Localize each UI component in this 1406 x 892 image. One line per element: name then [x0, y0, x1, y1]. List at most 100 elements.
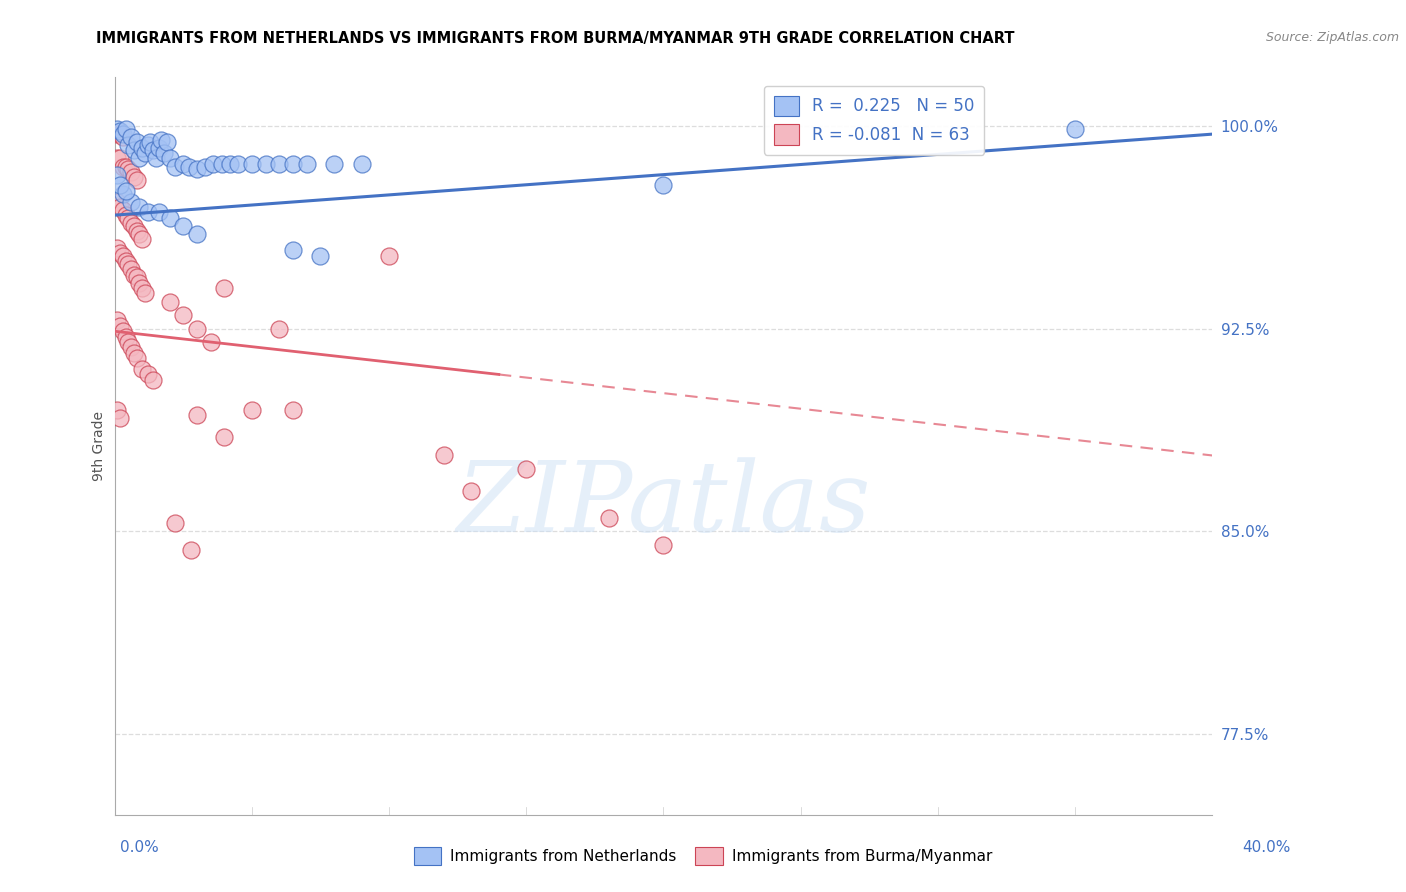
Point [111, 202, 134, 217]
Point [202, 157, 225, 171]
Point [117, 257, 139, 271]
Point [515, 462, 537, 476]
Point [128, 276, 150, 290]
Point [159, 211, 181, 225]
Point [156, 135, 179, 149]
Point [142, 144, 165, 158]
Point [107, 241, 129, 255]
Point [111, 249, 134, 263]
Point [128, 200, 150, 214]
Point [323, 157, 346, 171]
Point [194, 160, 217, 174]
Point [433, 449, 456, 463]
Point [128, 227, 150, 241]
Point [111, 127, 134, 141]
Point [114, 208, 136, 222]
Point [108, 318, 131, 333]
Point [214, 429, 236, 443]
Point [295, 157, 318, 171]
Point [131, 281, 153, 295]
Point [131, 362, 153, 376]
Point [114, 329, 136, 343]
Point [186, 162, 208, 177]
Point [134, 146, 156, 161]
Point [108, 246, 131, 260]
Legend: R =  0.225   N = 50, R = -0.081  N = 63: R = 0.225 N = 50, R = -0.081 N = 63 [763, 86, 984, 155]
Point [111, 160, 134, 174]
Point [153, 146, 176, 161]
Point [111, 129, 134, 144]
Point [117, 211, 139, 225]
Point [120, 341, 142, 355]
Point [114, 160, 136, 174]
Text: Source: ZipAtlas.com: Source: ZipAtlas.com [1265, 31, 1399, 45]
Point [111, 186, 134, 201]
Text: IMMIGRANTS FROM NETHERLANDS VS IMMIGRANTS FROM BURMA/MYANMAR 9TH GRADE CORRELATI: IMMIGRANTS FROM NETHERLANDS VS IMMIGRANT… [96, 31, 1014, 46]
Point [122, 219, 145, 233]
Point [107, 168, 129, 182]
Point [136, 137, 159, 152]
Point [117, 162, 139, 177]
Point [134, 286, 156, 301]
Point [122, 268, 145, 282]
Point [226, 157, 249, 171]
Point [211, 157, 233, 171]
Point [128, 152, 150, 166]
Point [108, 124, 131, 138]
Point [378, 249, 401, 263]
Text: ZIPatlas: ZIPatlas [456, 458, 870, 553]
Point [125, 135, 148, 149]
Legend: Immigrants from Netherlands, Immigrants from Burma/Myanmar: Immigrants from Netherlands, Immigrants … [408, 841, 998, 871]
Point [120, 262, 142, 277]
Point [200, 334, 222, 349]
Point [136, 368, 159, 382]
Point [163, 160, 186, 174]
Point [108, 152, 131, 166]
Point [122, 170, 145, 185]
Point [240, 402, 263, 417]
Point [186, 227, 208, 241]
Point [148, 205, 170, 219]
Point [240, 157, 263, 171]
Point [120, 165, 142, 179]
Point [107, 313, 129, 327]
Point [150, 132, 173, 146]
Point [254, 157, 277, 171]
Point [350, 157, 373, 171]
Point [107, 152, 129, 166]
Point [122, 346, 145, 360]
Point [172, 157, 194, 171]
Point [111, 324, 134, 338]
Point [281, 402, 304, 417]
Point [136, 205, 159, 219]
Point [460, 483, 482, 498]
Point [219, 157, 242, 171]
Point [131, 232, 153, 246]
Point [120, 129, 142, 144]
Point [108, 178, 131, 193]
Point [117, 137, 139, 152]
Point [107, 402, 129, 417]
Point [598, 510, 620, 524]
Point [163, 516, 186, 530]
Point [186, 321, 208, 335]
Point [108, 127, 131, 141]
Point [125, 173, 148, 187]
Point [652, 178, 675, 193]
Point [177, 160, 200, 174]
Point [114, 121, 136, 136]
Point [148, 141, 170, 155]
Point [139, 135, 162, 149]
Point [145, 152, 167, 166]
Point [159, 152, 181, 166]
Point [125, 224, 148, 238]
Point [180, 543, 202, 558]
Point [122, 144, 145, 158]
Point [142, 373, 165, 387]
Text: 40.0%: 40.0% [1243, 840, 1291, 855]
Point [172, 219, 194, 233]
Point [120, 194, 142, 209]
Point [114, 184, 136, 198]
Point [120, 216, 142, 230]
Point [159, 294, 181, 309]
